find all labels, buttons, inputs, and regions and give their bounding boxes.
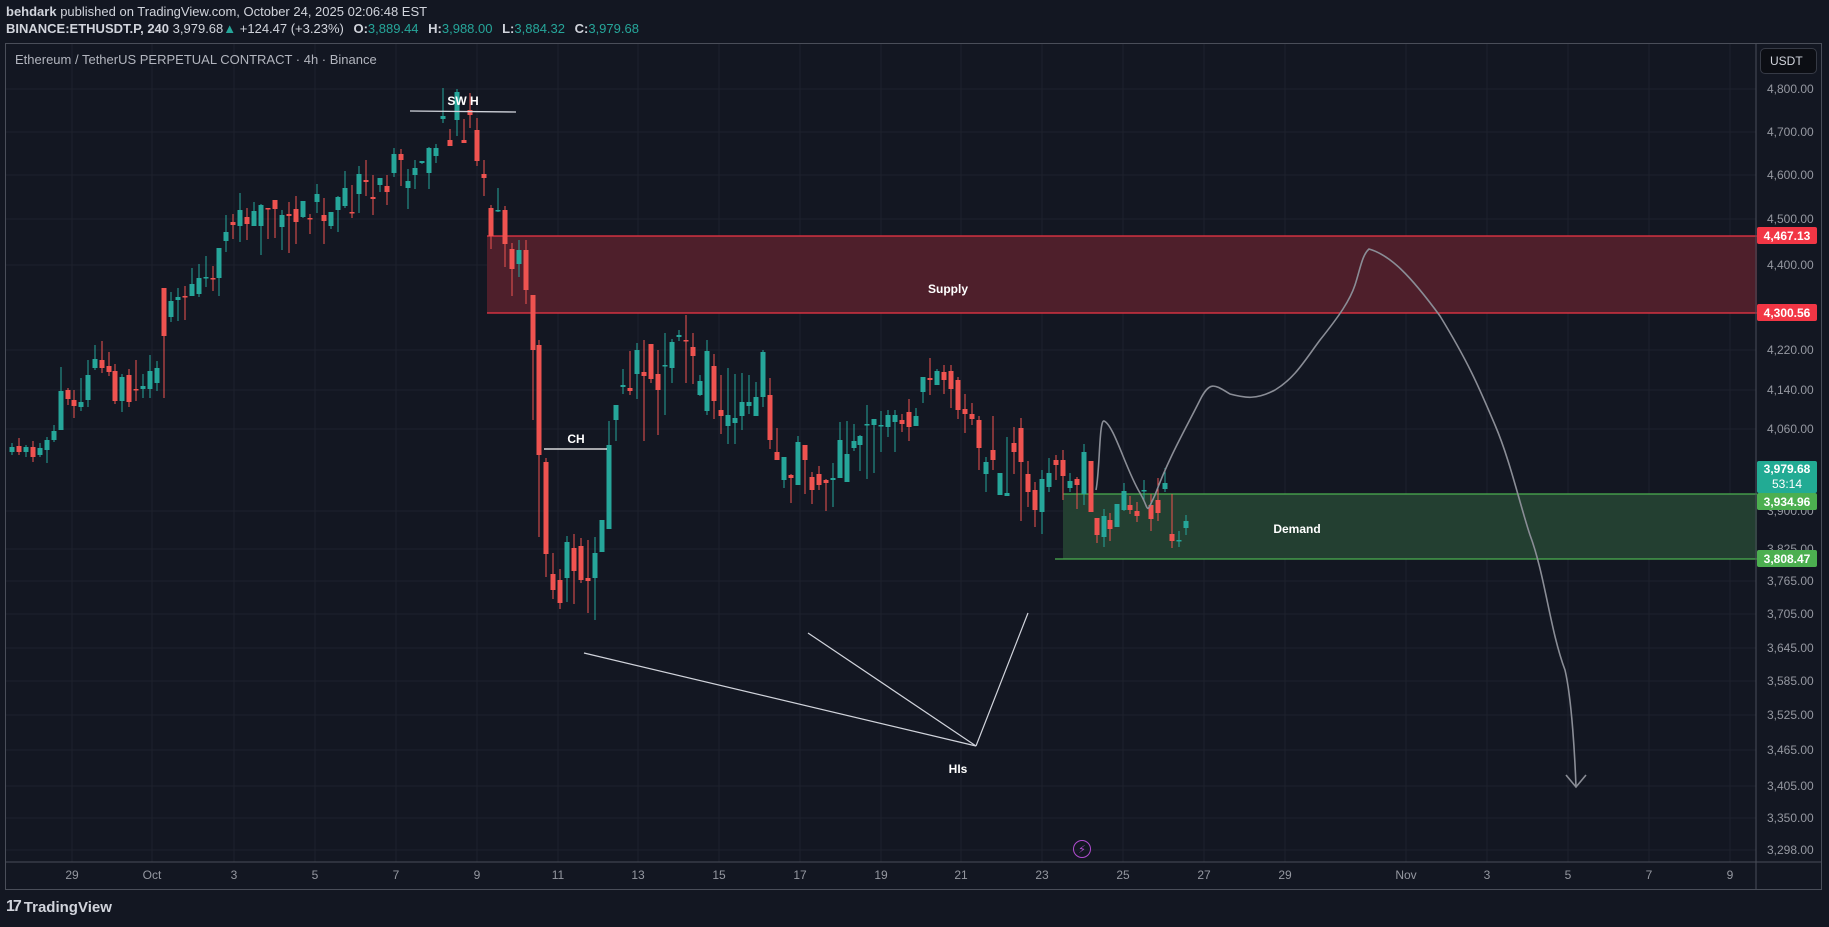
drawings — [409, 110, 1587, 789]
time-axis-label: 9 — [1726, 868, 1734, 882]
high-value: 3,988.00 — [441, 21, 493, 36]
zones — [487, 235, 1757, 560]
hidden-bullish-label: HIs — [948, 762, 968, 776]
demand-bottom-price-tag: 3,808.47 — [1757, 550, 1817, 567]
demand-zone-label: Demand — [1273, 522, 1321, 536]
price-axis-label: 4,220.00 — [1767, 343, 1814, 357]
time-axis-label: 17 — [793, 868, 807, 882]
chart-title: Ethereum / TetherUS PERPETUAL CONTRACT ·… — [15, 52, 377, 67]
last-price-value: 3,979.68 — [1763, 462, 1811, 476]
time-axis-label: 15 — [712, 868, 726, 882]
chart-grid — [6, 44, 1756, 862]
price-axis-label: 4,060.00 — [1767, 422, 1814, 436]
projection-path[interactable] — [1095, 248, 1577, 788]
supply-zone-label: Supply — [927, 282, 969, 296]
symbol-info-bar: BINANCE:ETHUSDT.P, 240 3,979.68▲ +124.47… — [6, 21, 639, 36]
price-axis-label: 4,800.00 — [1767, 82, 1814, 96]
time-axis-label: 3 — [230, 868, 238, 882]
supply-top-price-tag: 4,467.13 — [1757, 227, 1817, 244]
time-axis-label: 5 — [311, 868, 319, 882]
price-axis-label: 3,405.00 — [1767, 779, 1814, 793]
price-axis-label: 4,600.00 — [1767, 168, 1814, 182]
published-text: published on TradingView.com, October 24… — [60, 4, 428, 19]
open-label: O: — [353, 21, 368, 36]
close-label: C: — [574, 21, 589, 36]
time-axis-label: 11 — [551, 868, 565, 882]
time-axis-label: Nov — [1395, 868, 1417, 882]
chart-frame — [5, 43, 1822, 890]
low-label: L: — [502, 21, 515, 36]
candlestick-series — [9, 88, 1189, 620]
time-axis-label: 19 — [874, 868, 888, 882]
tradingview-logo: 17 TradingView — [6, 898, 112, 916]
up-arrow-icon: ▲ — [223, 21, 237, 36]
open-value: 3,889.44 — [367, 21, 419, 36]
close-value: 3,979.68 — [588, 21, 639, 36]
time-axis-label: 23 — [1035, 868, 1049, 882]
price-axis-label: 3,585.00 — [1767, 674, 1814, 688]
price-axis-label: 3,465.00 — [1767, 743, 1814, 757]
tradingview-wordmark: TradingView — [23, 898, 112, 916]
price-axis-label: 4,400.00 — [1767, 258, 1814, 272]
last-price: 3,979.68 — [172, 21, 224, 36]
low-value: 3,884.32 — [514, 21, 565, 36]
swing-high-line[interactable] — [409, 110, 517, 113]
supply-zone[interactable] — [487, 236, 1757, 313]
price-axis-label: 3,705.00 — [1767, 607, 1814, 621]
bar-countdown: 53:14 — [1771, 477, 1803, 491]
currency-button[interactable]: USDT — [1760, 48, 1817, 74]
price-axis-label: 4,140.00 — [1767, 383, 1814, 397]
time-axis-label: 25 — [1116, 868, 1130, 882]
price-change: +124.47 (+3.23%) — [239, 21, 344, 36]
tradingview-mark-icon: 17 — [6, 898, 22, 915]
time-axis-label: 29 — [1278, 868, 1292, 882]
price-axis-label: 4,700.00 — [1767, 125, 1814, 139]
time-axis-label: 7 — [392, 868, 400, 882]
price-axis-label: 3,525.00 — [1767, 708, 1814, 722]
time-axis-label: 7 — [1645, 868, 1653, 882]
time-axis-label: 21 — [954, 868, 968, 882]
author-name[interactable]: behdark — [6, 4, 57, 19]
price-axis-label: 3,298.00 — [1767, 843, 1814, 857]
publish-info: behdark published on TradingView.com, Oc… — [6, 4, 427, 19]
time-axis-label: 9 — [473, 868, 481, 882]
demand-zone[interactable] — [1063, 494, 1757, 559]
demand-top-price-tag: 3,934.96 — [1757, 493, 1817, 510]
price-axis-label: 3,645.00 — [1767, 641, 1814, 655]
price-axis-label: 3,765.00 — [1767, 574, 1814, 588]
price-axis-label: 4,500.00 — [1767, 212, 1814, 226]
time-axis-label: 13 — [631, 868, 645, 882]
time-axis-label: Oct — [142, 868, 162, 882]
time-axis-label: 3 — [1483, 868, 1491, 882]
time-axis-label: 29 — [65, 868, 79, 882]
price-axis-label: 3,350.00 — [1767, 811, 1814, 825]
symbol-label[interactable]: BINANCE:ETHUSDT.P, 240 — [6, 21, 170, 36]
time-axis-label: 27 — [1197, 868, 1211, 882]
swing-high-label: SW H — [447, 94, 479, 108]
last-price-tag: 3,979.68 53:14 — [1757, 461, 1817, 493]
supply-bottom-price-tag: 4,300.56 — [1757, 304, 1817, 321]
high-label: H: — [428, 21, 442, 36]
hidden-bullish-divergence-lines[interactable] — [583, 612, 1029, 747]
change-of-character-label: CH — [567, 432, 585, 446]
time-axis-label: 5 — [1564, 868, 1572, 882]
projection-arrowhead-icon — [1565, 774, 1587, 789]
lightning-event-icon[interactable]: ⚡ — [1073, 840, 1091, 858]
